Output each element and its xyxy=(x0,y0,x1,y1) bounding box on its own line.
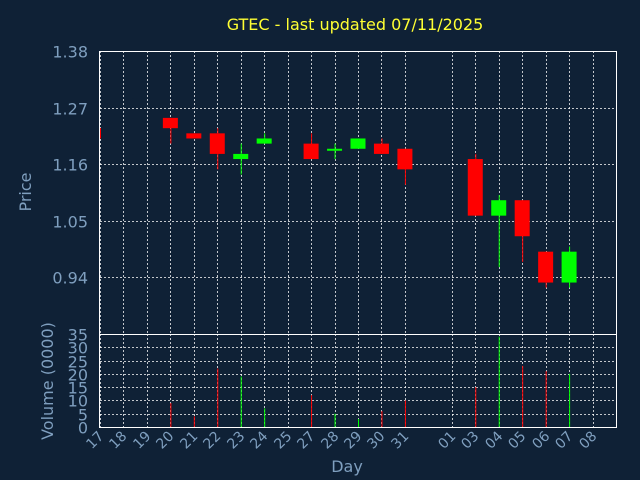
x-tick-label: 01 xyxy=(435,429,459,453)
candle-body xyxy=(491,200,507,216)
volume-tick-label: 35 xyxy=(68,326,88,345)
candle-body xyxy=(186,133,202,139)
price-tick-label: 1.27 xyxy=(52,100,88,119)
candle-body xyxy=(209,133,225,154)
price-grid xyxy=(100,51,616,334)
candle-body xyxy=(327,148,343,151)
x-tick-label: 05 xyxy=(505,429,529,453)
candle-body xyxy=(233,153,249,160)
x-tick-label: 25 xyxy=(271,429,295,453)
x-tick-label: 21 xyxy=(177,429,201,453)
candle-body xyxy=(397,148,413,170)
candle-body xyxy=(350,138,366,149)
x-tick-label: 03 xyxy=(458,429,482,453)
volume-tick-label: 25 xyxy=(68,353,88,372)
volume-series xyxy=(170,336,571,427)
volume-tick-label: 5 xyxy=(78,406,88,425)
price-tick-labels: 1.38 1.27 1.16 1.05 0.94 xyxy=(52,43,88,288)
x-tick-label: 20 xyxy=(153,429,177,453)
candle-body xyxy=(373,143,389,154)
price-tick-label: 1.16 xyxy=(52,156,88,175)
x-tick-label: 28 xyxy=(318,429,342,453)
chart-title: GTEC - last updated 07/11/2025 xyxy=(227,15,484,34)
x-tick-label: 19 xyxy=(130,429,154,453)
x-tick-label: 08 xyxy=(576,429,600,453)
volume-tick-label: 10 xyxy=(68,392,88,411)
volume-tick-label: 0 xyxy=(78,419,88,438)
candle-body xyxy=(538,251,554,283)
candle-body xyxy=(467,159,483,216)
x-tick-label: 06 xyxy=(529,428,553,452)
x-tick-label: 31 xyxy=(388,429,412,453)
volume-grid xyxy=(100,334,616,428)
x-tick-label: 18 xyxy=(106,429,130,453)
candlestick-series xyxy=(100,117,577,288)
x-tick-label: 29 xyxy=(341,429,365,453)
price-tick-label: 1.38 xyxy=(52,43,88,62)
price-tick-label: 0.94 xyxy=(52,269,88,288)
x-tick-label: 04 xyxy=(482,428,506,452)
x-tick-label: 22 xyxy=(200,429,224,453)
x-tick-label: 27 xyxy=(294,429,318,453)
price-axis-label: Price xyxy=(16,172,35,211)
candle-body xyxy=(561,251,577,283)
volume-axis-label: Volume (0000) xyxy=(38,322,57,440)
volume-panel-frame xyxy=(99,334,617,428)
price-tick-label: 1.05 xyxy=(52,213,88,232)
candle-body xyxy=(100,128,101,139)
volume-tick-label: 30 xyxy=(68,339,88,358)
candle-body xyxy=(256,138,272,144)
volume-tick-label: 15 xyxy=(68,379,88,398)
x-tick-labels: 17 18 19 20 21 22 23 24 25 27 28 29 30 31 01 03 04 05 06 07… xyxy=(83,428,600,452)
x-tick-label: 23 xyxy=(224,429,248,453)
candle-body xyxy=(514,200,530,237)
candle-body xyxy=(162,117,178,129)
x-tick-label: 30 xyxy=(364,429,388,453)
x-tick-label: 24 xyxy=(247,428,271,452)
candle-body xyxy=(303,143,319,160)
x-tick-label: 07 xyxy=(552,429,576,453)
x-axis-label: Day xyxy=(331,457,363,476)
volume-tick-label: 20 xyxy=(68,366,88,385)
